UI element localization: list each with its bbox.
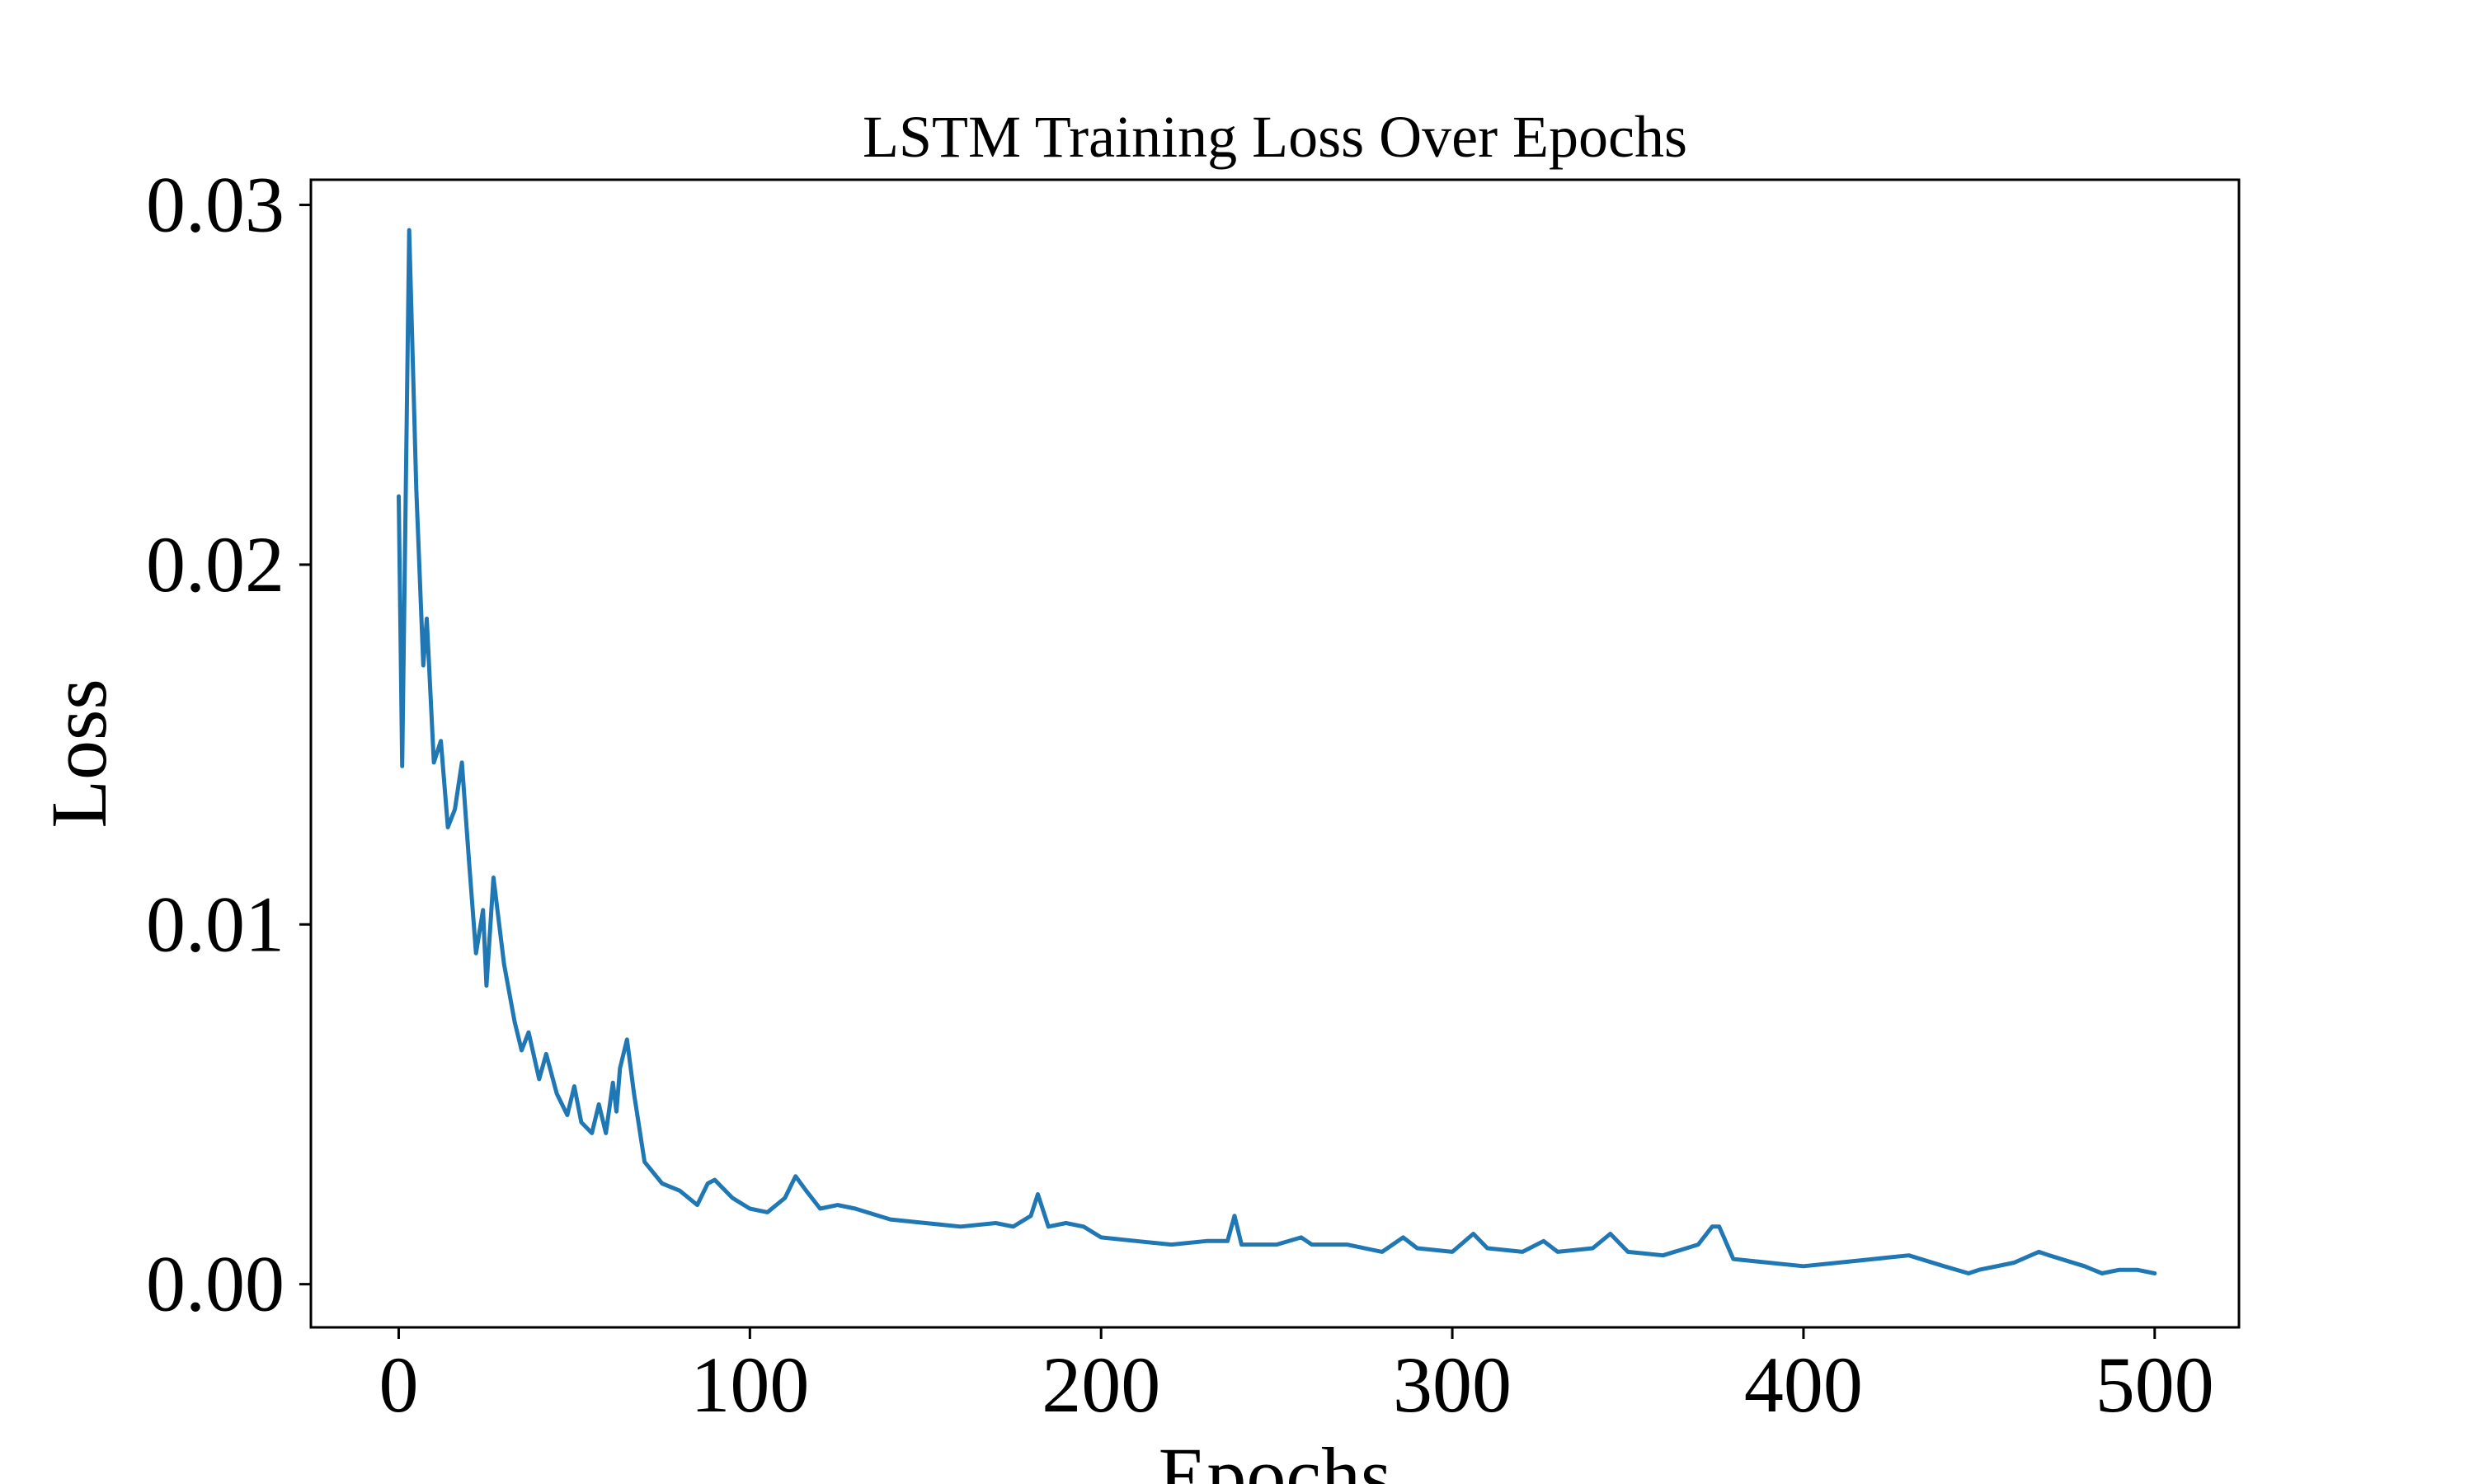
y-tick-label: 0.00 [146, 1240, 285, 1328]
y-axis-label: Loss [35, 679, 123, 828]
plot-area [309, 178, 2241, 1329]
x-tick-label: 400 [1744, 1341, 1863, 1429]
y-tick-label: 0.02 [146, 520, 285, 608]
series-layer [397, 228, 2157, 1275]
plot-frame [309, 178, 2241, 1329]
y-tick-label: 0.01 [146, 880, 285, 968]
x-axis: 0 100 200 300 400 500 [379, 1327, 2214, 1429]
x-tick-label: 300 [1393, 1341, 1512, 1429]
x-tick-label: 200 [1042, 1341, 1160, 1429]
x-tick-label: 500 [2095, 1341, 2214, 1429]
x-axis-label: Epochs [1159, 1431, 1392, 1484]
chart-title: LSTM Training Loss Over Epochs [863, 104, 1687, 170]
y-axis: 0.00 0.01 0.02 0.03 [146, 161, 311, 1328]
loss-series-line [397, 228, 2157, 1275]
x-tick-label: 100 [690, 1341, 809, 1429]
x-tick-label: 0 [379, 1341, 418, 1429]
y-tick-label: 0.03 [146, 161, 285, 249]
